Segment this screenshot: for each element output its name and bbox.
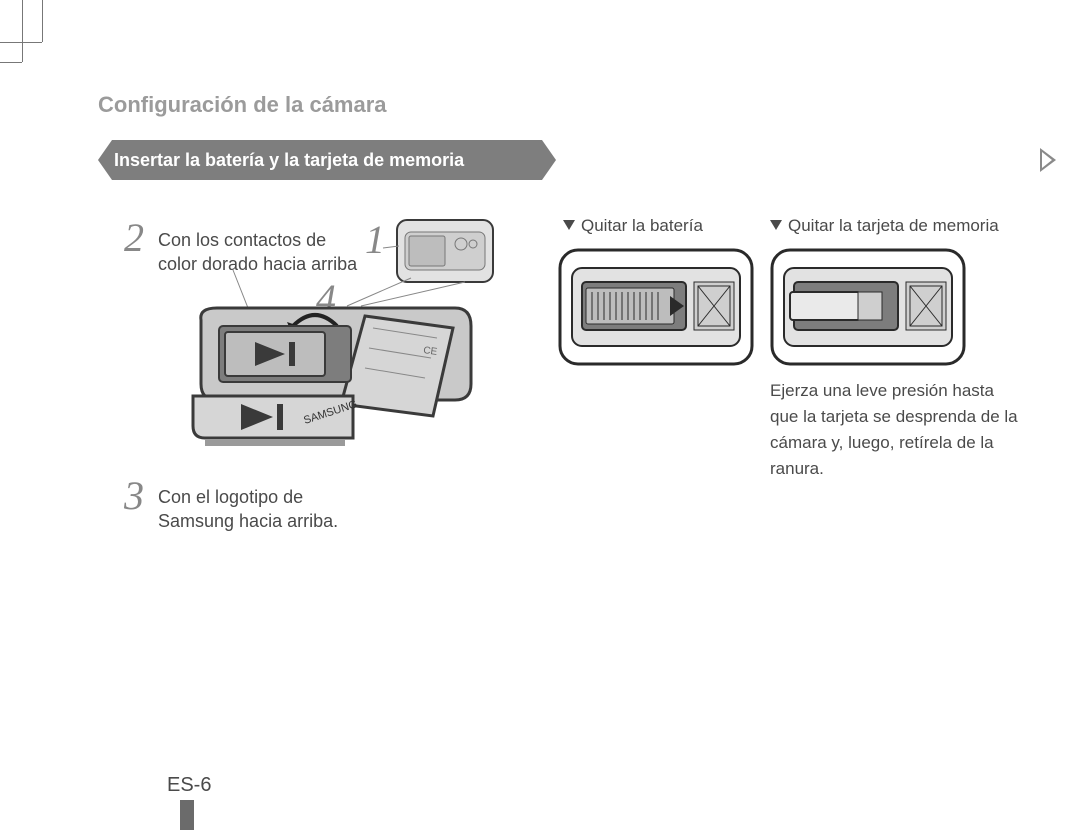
step-2-number: 2 xyxy=(124,214,144,261)
remove-card-diagram xyxy=(770,248,966,373)
svg-text:CE: CE xyxy=(423,345,439,358)
remove-card-label: Quitar la tarjeta de memoria xyxy=(770,216,999,236)
remove-battery-label: Quitar la batería xyxy=(563,216,703,236)
step-3-text: Con el logotipo de Samsung hacia arriba. xyxy=(158,485,378,533)
banner-text: Insertar la batería y la tarjeta de memo… xyxy=(114,140,464,180)
remove-card-text: Quitar la tarjeta de memoria xyxy=(788,216,999,235)
section-banner: Insertar la batería y la tarjeta de memo… xyxy=(98,140,556,180)
crop-mark xyxy=(22,0,23,62)
crop-mark xyxy=(42,0,43,42)
crop-mark xyxy=(0,42,42,43)
insert-diagram: CE SAMSUNG xyxy=(165,208,505,468)
remove-card-note: Ejerza una leve presión hasta que la tar… xyxy=(770,378,1020,482)
page-tab-marker xyxy=(180,800,194,830)
step-3-number: 3 xyxy=(124,472,144,519)
manual-page: Configuración de la cámara Insertar la b… xyxy=(0,0,1080,835)
triangle-down-icon xyxy=(770,220,782,230)
page-title: Configuración de la cámara xyxy=(98,92,387,118)
crop-mark xyxy=(0,62,22,63)
page-number: ES-6 xyxy=(167,774,211,797)
remove-battery-text: Quitar la batería xyxy=(581,216,703,235)
triangle-down-icon xyxy=(563,220,575,230)
remove-battery-diagram xyxy=(558,248,754,373)
continue-chevron-icon xyxy=(1040,148,1056,172)
